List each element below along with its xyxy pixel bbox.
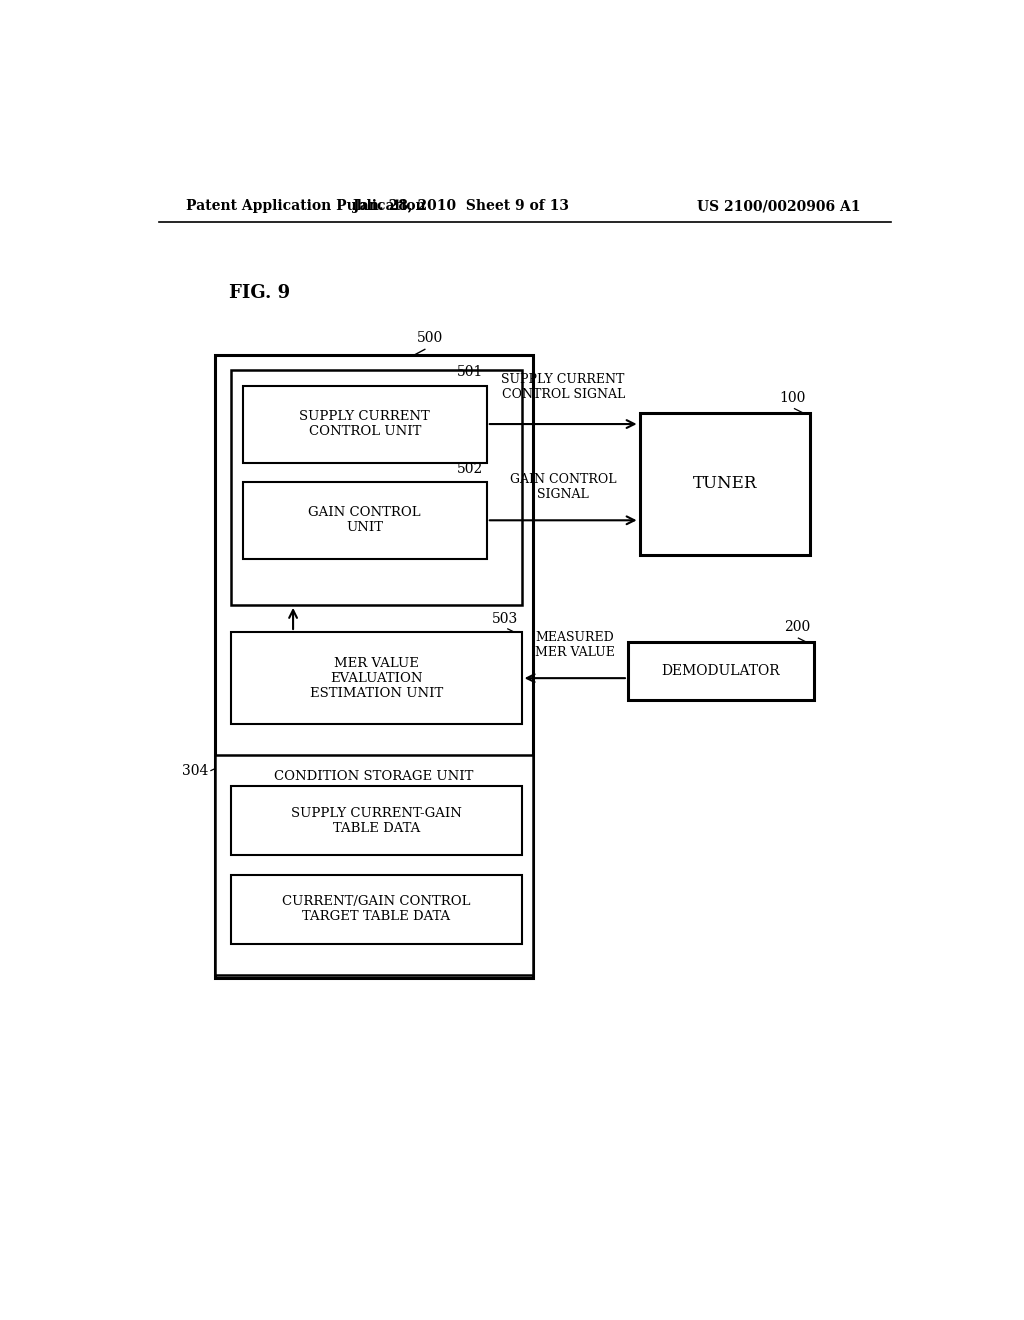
Bar xyxy=(231,785,521,855)
Bar xyxy=(215,355,532,978)
Text: DEMODULATOR: DEMODULATOR xyxy=(662,664,780,678)
Bar xyxy=(243,385,486,462)
Text: MER VALUE
EVALUATION
ESTIMATION UNIT: MER VALUE EVALUATION ESTIMATION UNIT xyxy=(310,656,443,700)
Bar xyxy=(628,642,814,700)
Text: 304: 304 xyxy=(182,763,209,777)
Bar xyxy=(231,874,521,944)
Bar xyxy=(243,482,486,558)
Text: TUNER: TUNER xyxy=(692,475,757,492)
Text: 501: 501 xyxy=(457,366,483,379)
Text: 502: 502 xyxy=(457,462,483,475)
Bar xyxy=(640,412,810,554)
Text: 100: 100 xyxy=(779,391,806,405)
Text: GAIN CONTROL
SIGNAL: GAIN CONTROL SIGNAL xyxy=(510,473,616,502)
Text: 503: 503 xyxy=(492,611,518,626)
Text: MEASURED
MER VALUE: MEASURED MER VALUE xyxy=(535,631,614,659)
Bar xyxy=(231,632,521,725)
Text: 200: 200 xyxy=(783,620,810,635)
Text: Patent Application Publication: Patent Application Publication xyxy=(186,199,426,213)
Text: CURRENT/GAIN CONTROL
TARGET TABLE DATA: CURRENT/GAIN CONTROL TARGET TABLE DATA xyxy=(283,895,471,923)
Text: SUPPLY CURRENT-GAIN
TABLE DATA: SUPPLY CURRENT-GAIN TABLE DATA xyxy=(291,807,462,834)
Bar xyxy=(215,755,532,974)
Text: CONDITION STORAGE UNIT: CONDITION STORAGE UNIT xyxy=(274,770,473,783)
Text: 500: 500 xyxy=(417,331,443,345)
Bar xyxy=(231,370,521,605)
Text: SUPPLY CURRENT
CONTROL SIGNAL: SUPPLY CURRENT CONTROL SIGNAL xyxy=(502,374,625,401)
Text: US 2100/0020906 A1: US 2100/0020906 A1 xyxy=(697,199,861,213)
Text: GAIN CONTROL
UNIT: GAIN CONTROL UNIT xyxy=(308,507,421,535)
Text: Jan. 28, 2010  Sheet 9 of 13: Jan. 28, 2010 Sheet 9 of 13 xyxy=(353,199,569,213)
Text: SUPPLY CURRENT
CONTROL UNIT: SUPPLY CURRENT CONTROL UNIT xyxy=(299,411,430,438)
Text: FIG. 9: FIG. 9 xyxy=(228,284,290,302)
